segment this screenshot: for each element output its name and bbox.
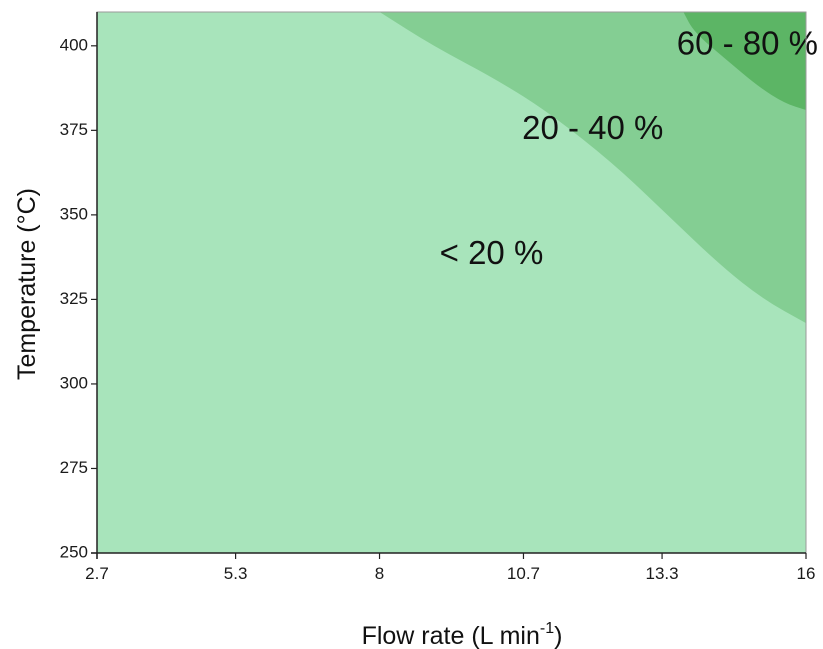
y-axis-ticks: 250 275 300 325 350 375 400 (60, 35, 97, 561)
x-tick-label: 10.7 (507, 564, 540, 583)
y-tick-label: 375 (60, 120, 88, 139)
plot-area (97, 12, 806, 553)
region-60-80 (683, 12, 806, 111)
x-tick-label: 2.7 (85, 564, 109, 583)
x-axis-ticks: 2.7 5.3 8 10.7 13.3 16 (85, 553, 815, 583)
x-tick-label: 13.3 (646, 564, 679, 583)
axes (91, 11, 807, 559)
region-below-20-label: < 20 % (440, 234, 544, 271)
y-tick-label: 250 (60, 542, 88, 561)
x-tick-label: 5.3 (224, 564, 248, 583)
x-tick-label: 8 (375, 564, 384, 583)
y-axis-title: Temperature (°C) (13, 188, 41, 380)
y-tick-label: 400 (60, 35, 88, 54)
x-axis-title: Flow rate (L min-1) (362, 620, 563, 649)
region-20-40-label: 20 - 40 % (522, 109, 663, 146)
region-60-80-label: 60 - 80 % (677, 25, 818, 62)
region-20-40 (379, 12, 806, 324)
y-tick-label: 350 (60, 204, 88, 223)
y-tick-label: 300 (60, 373, 88, 392)
x-tick-label: 16 (797, 564, 816, 583)
y-tick-label: 325 (60, 289, 88, 308)
region-labels: < 20 % 20 - 40 % 60 - 80 % (440, 25, 818, 272)
y-tick-label: 275 (60, 458, 88, 477)
